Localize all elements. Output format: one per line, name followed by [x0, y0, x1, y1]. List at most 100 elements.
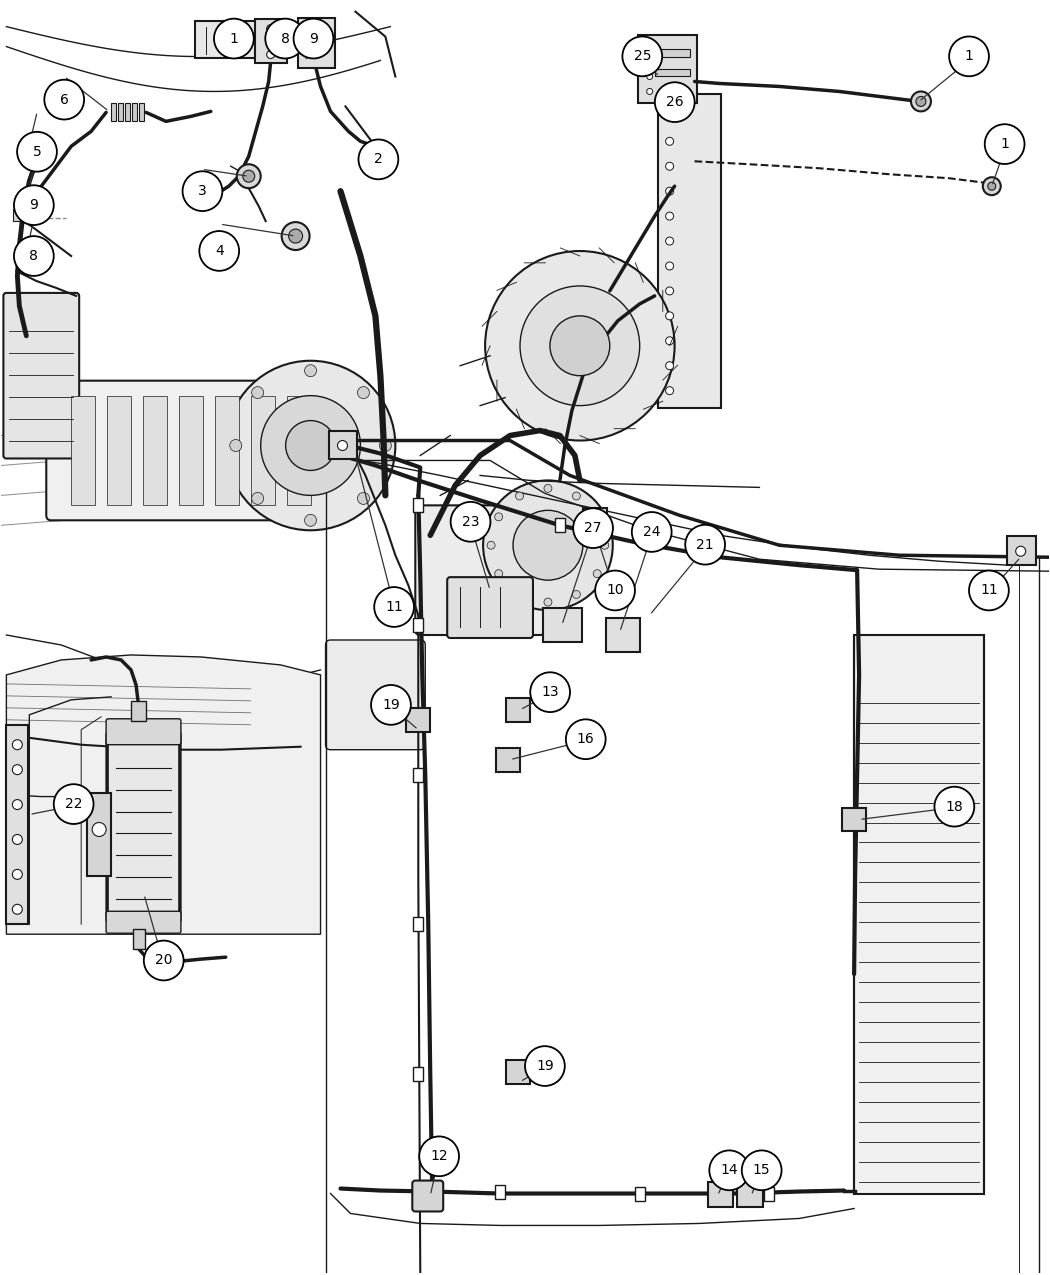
Circle shape: [226, 361, 396, 530]
Text: 10: 10: [606, 584, 624, 598]
Bar: [414, 1067, 423, 1081]
Text: 2: 2: [374, 153, 383, 166]
Circle shape: [525, 1047, 565, 1086]
Circle shape: [337, 441, 348, 450]
Bar: [139, 103, 144, 121]
Circle shape: [516, 492, 524, 500]
Bar: [694, 543, 705, 557]
Circle shape: [230, 440, 242, 451]
Circle shape: [286, 421, 336, 470]
Circle shape: [13, 740, 22, 750]
Text: 27: 27: [584, 521, 602, 536]
Circle shape: [419, 1136, 459, 1177]
Circle shape: [544, 484, 552, 492]
Circle shape: [266, 19, 306, 59]
Circle shape: [666, 362, 674, 370]
FancyBboxPatch shape: [543, 608, 582, 643]
Circle shape: [623, 37, 663, 76]
Circle shape: [44, 80, 84, 120]
FancyBboxPatch shape: [326, 640, 425, 750]
Bar: [71, 395, 96, 505]
Circle shape: [13, 799, 22, 810]
Circle shape: [485, 251, 674, 441]
Circle shape: [13, 834, 22, 844]
Circle shape: [1015, 546, 1026, 556]
Bar: [143, 395, 167, 505]
Text: 11: 11: [980, 584, 998, 598]
Circle shape: [304, 365, 316, 376]
Circle shape: [666, 187, 674, 195]
Text: 5: 5: [33, 145, 41, 159]
Text: 12: 12: [430, 1149, 448, 1163]
Bar: [14, 209, 34, 221]
Circle shape: [13, 904, 22, 914]
Bar: [178, 395, 203, 505]
Circle shape: [520, 286, 639, 405]
Circle shape: [267, 37, 275, 46]
Circle shape: [647, 74, 653, 79]
Circle shape: [595, 570, 635, 611]
Circle shape: [371, 685, 411, 724]
Bar: [125, 103, 130, 121]
Circle shape: [304, 514, 316, 527]
Circle shape: [983, 177, 1001, 195]
FancyBboxPatch shape: [106, 912, 181, 933]
FancyBboxPatch shape: [87, 793, 111, 876]
FancyBboxPatch shape: [447, 578, 533, 638]
FancyBboxPatch shape: [506, 697, 530, 722]
Circle shape: [267, 24, 275, 33]
Circle shape: [572, 590, 581, 598]
Circle shape: [495, 570, 503, 578]
Text: 19: 19: [536, 1060, 553, 1074]
Circle shape: [294, 19, 333, 59]
FancyBboxPatch shape: [329, 431, 357, 459]
Bar: [654, 69, 690, 76]
Circle shape: [916, 97, 926, 106]
Circle shape: [544, 598, 552, 606]
Text: 9: 9: [309, 32, 318, 46]
FancyBboxPatch shape: [657, 94, 721, 408]
Text: 25: 25: [633, 50, 651, 64]
Bar: [414, 499, 423, 513]
Bar: [496, 1184, 505, 1198]
Text: 13: 13: [542, 685, 559, 699]
Circle shape: [487, 542, 496, 550]
Bar: [654, 48, 690, 56]
Circle shape: [495, 513, 503, 520]
Circle shape: [666, 162, 674, 171]
Circle shape: [513, 510, 583, 580]
Circle shape: [357, 386, 370, 399]
Text: 15: 15: [753, 1163, 771, 1177]
Text: 18: 18: [945, 799, 963, 813]
Circle shape: [14, 185, 54, 226]
Circle shape: [550, 316, 610, 376]
Circle shape: [593, 513, 602, 520]
Circle shape: [741, 1150, 781, 1190]
Circle shape: [647, 59, 653, 65]
Text: 8: 8: [280, 32, 290, 46]
Text: 20: 20: [155, 954, 172, 968]
Circle shape: [911, 92, 931, 111]
Circle shape: [985, 124, 1025, 164]
Circle shape: [214, 19, 254, 59]
Circle shape: [516, 590, 524, 598]
Circle shape: [710, 1150, 749, 1190]
Text: 6: 6: [60, 93, 68, 107]
Circle shape: [243, 171, 255, 182]
Circle shape: [17, 131, 57, 172]
Text: 26: 26: [666, 96, 684, 110]
FancyBboxPatch shape: [842, 807, 866, 831]
Text: 19: 19: [382, 697, 400, 711]
Bar: [107, 395, 131, 505]
Bar: [764, 1187, 774, 1201]
Circle shape: [13, 765, 22, 775]
Circle shape: [450, 502, 490, 542]
Circle shape: [54, 784, 93, 824]
FancyBboxPatch shape: [46, 381, 336, 520]
Circle shape: [92, 822, 106, 836]
FancyBboxPatch shape: [606, 618, 639, 652]
Text: 8: 8: [29, 249, 38, 263]
Bar: [118, 103, 123, 121]
Bar: [133, 929, 145, 949]
Text: 4: 4: [215, 244, 224, 258]
